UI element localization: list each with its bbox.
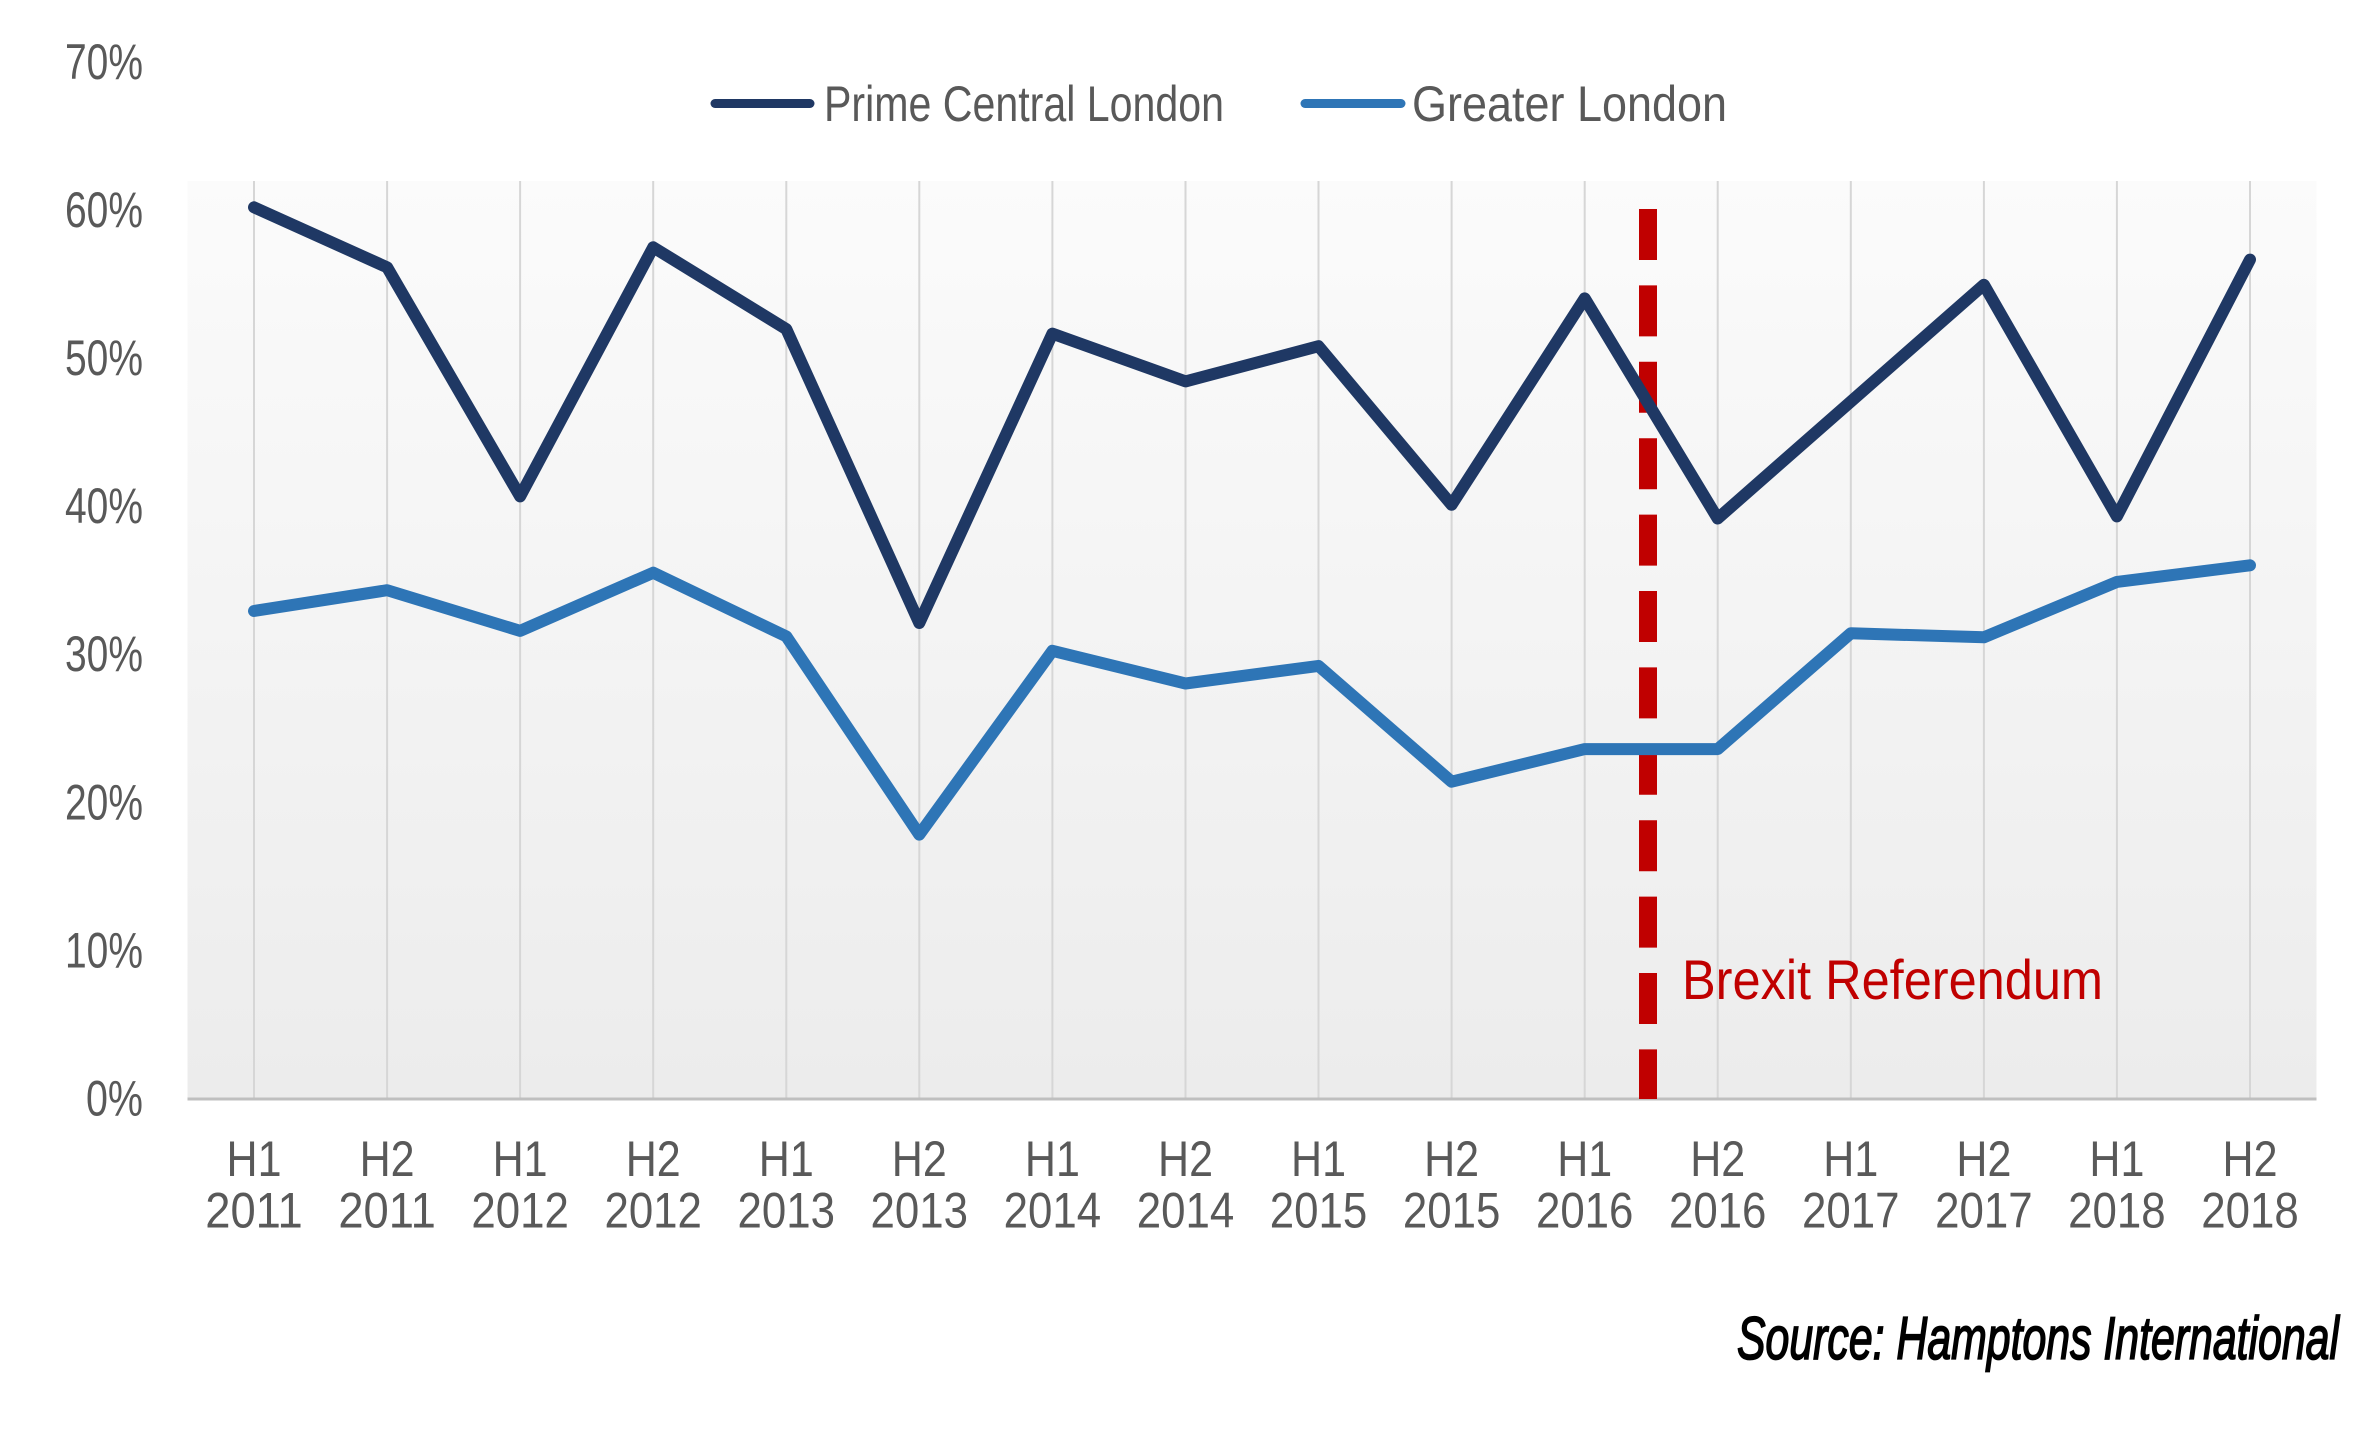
- svg-text:50%: 50%: [65, 330, 143, 386]
- svg-text:2018: 2018: [2201, 1183, 2299, 1239]
- svg-text:H1: H1: [1557, 1131, 1612, 1187]
- svg-text:H2: H2: [1690, 1131, 1745, 1187]
- svg-text:H2: H2: [360, 1131, 415, 1187]
- svg-text:Prime Central London: Prime Central London: [824, 76, 1224, 132]
- svg-text:H1: H1: [493, 1131, 548, 1187]
- svg-text:Source: Hamptons International: Source: Hamptons International: [1737, 1305, 2340, 1372]
- svg-text:40%: 40%: [65, 478, 143, 534]
- svg-text:2014: 2014: [1004, 1183, 1102, 1239]
- svg-text:2011: 2011: [205, 1183, 303, 1239]
- svg-text:60%: 60%: [65, 182, 143, 238]
- svg-text:H1: H1: [759, 1131, 814, 1187]
- svg-text:H2: H2: [1956, 1131, 2011, 1187]
- svg-text:0%: 0%: [86, 1071, 143, 1127]
- svg-text:H2: H2: [1424, 1131, 1479, 1187]
- svg-text:2012: 2012: [604, 1183, 702, 1239]
- svg-text:70%: 70%: [65, 34, 143, 90]
- svg-text:2011: 2011: [338, 1183, 436, 1239]
- svg-text:H1: H1: [227, 1131, 282, 1187]
- svg-text:2013: 2013: [738, 1183, 836, 1239]
- svg-text:H1: H1: [1823, 1131, 1878, 1187]
- svg-text:H2: H2: [1158, 1131, 1213, 1187]
- svg-text:2018: 2018: [2068, 1183, 2166, 1239]
- svg-text:2017: 2017: [1802, 1183, 1900, 1239]
- svg-text:Greater London: Greater London: [1412, 76, 1727, 132]
- svg-text:2017: 2017: [1935, 1183, 2033, 1239]
- svg-text:2016: 2016: [1536, 1183, 1634, 1239]
- svg-text:2015: 2015: [1270, 1183, 1368, 1239]
- svg-text:H2: H2: [892, 1131, 947, 1187]
- svg-text:2016: 2016: [1669, 1183, 1767, 1239]
- svg-text:2012: 2012: [471, 1183, 569, 1239]
- svg-text:Brexit Referendum: Brexit Referendum: [1682, 948, 2103, 1011]
- svg-text:H1: H1: [1025, 1131, 1080, 1187]
- svg-text:2013: 2013: [871, 1183, 969, 1239]
- svg-text:20%: 20%: [65, 774, 143, 830]
- svg-text:H2: H2: [2223, 1131, 2278, 1187]
- svg-text:H1: H1: [2089, 1131, 2144, 1187]
- svg-text:30%: 30%: [65, 626, 143, 682]
- svg-text:2015: 2015: [1403, 1183, 1501, 1239]
- svg-text:2014: 2014: [1137, 1183, 1235, 1239]
- svg-text:10%: 10%: [65, 922, 143, 978]
- svg-text:H1: H1: [1291, 1131, 1346, 1187]
- svg-text:H2: H2: [626, 1131, 681, 1187]
